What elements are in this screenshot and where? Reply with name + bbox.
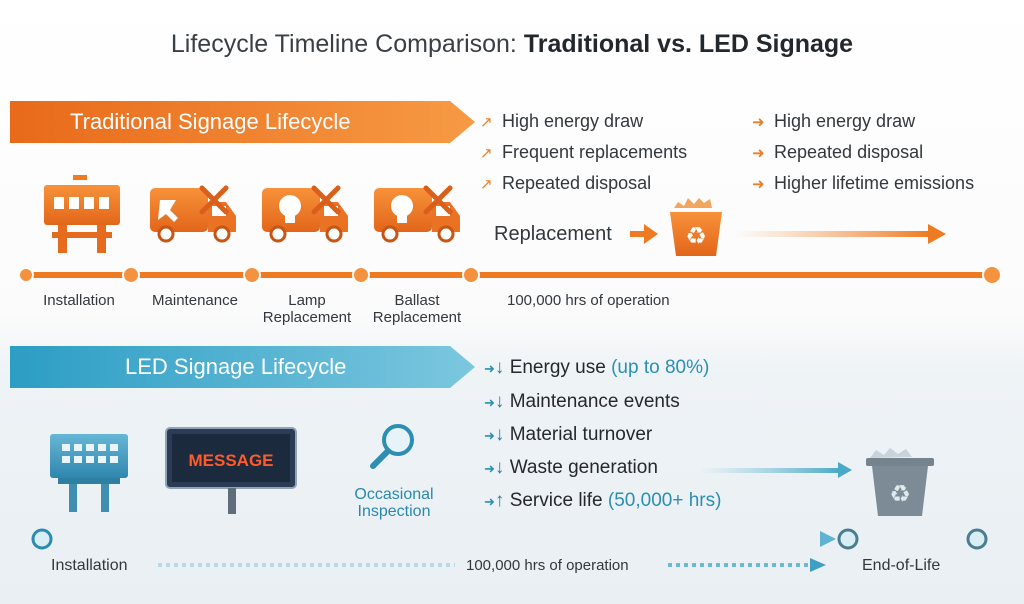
sign-icon <box>44 175 120 253</box>
traditional-bullets-right: ➜ High energy draw ➜ Repeated disposal ➜ Hi… <box>752 111 974 204</box>
traditional-bullet: ↗ Repeated disposal <box>480 173 652 193</box>
traditional-bullet: ↗ Frequent replacements <box>480 142 688 162</box>
stage-maintenance: Maintenance <box>152 292 238 309</box>
traditional-bullets-left: ↗ High energy draw ↗ Frequent replacements… <box>480 111 687 204</box>
stage-installation: Installation <box>43 292 115 309</box>
led-end-label: End-of-Life <box>862 557 941 574</box>
led-bullet: ➜↓ Energy use (up to 80%) <box>484 357 710 378</box>
led-start-label: Installation <box>51 557 128 574</box>
traditional-bullet: ↗ High energy draw <box>480 111 644 131</box>
page-title: Lifecycle Timeline Comparison: Tradition… <box>0 30 1024 59</box>
inspection-label: Occasional Inspection <box>354 486 434 520</box>
title-regular: Lifecycle Timeline Comparison: <box>170 30 524 58</box>
stage-lamp-replacement: Lamp Replacement <box>262 292 352 326</box>
svg-text:♻: ♻ <box>889 480 911 508</box>
magnifier-icon <box>370 424 414 469</box>
led-operation-label: 100,000 hrs of operation <box>466 557 629 574</box>
arrow-icon: ➜ <box>752 145 765 162</box>
led-banner: LED Signage Lifecycle <box>10 346 475 388</box>
traditional-bullet: ➜ High energy draw <box>752 111 916 131</box>
lamp-truck-icon <box>262 185 348 243</box>
svg-text:♻: ♻ <box>685 222 707 250</box>
led-sign-icon <box>50 434 128 512</box>
led-bullet: ➜↓ Waste generation <box>484 457 658 478</box>
led-bullet: ➜↑ Service life (50,000+ hrs) <box>484 490 722 511</box>
message-board-icon: MESSAGE <box>165 427 297 514</box>
traditional-bullet: ➜ Repeated disposal <box>752 142 924 162</box>
led-operation-arrows <box>158 558 826 572</box>
traditional-banner: Traditional Signage Lifecycle <box>10 101 475 143</box>
arrow-icon: ➜ <box>752 176 765 193</box>
led-bullets: ➜↓ Energy use (up to 80%) ➜↓ Maintenance… <box>484 357 721 523</box>
traditional-operation-label: 100,000 hrs of operation <box>507 292 670 309</box>
led-bullet: ➜↓ Maintenance events <box>484 391 680 412</box>
replacement-label: Replacement <box>494 223 612 245</box>
ballast-truck-icon <box>374 185 460 243</box>
stage-ballast-replacement: Ballast Replacement <box>372 292 462 326</box>
arrow-icon: ↗ <box>480 145 493 162</box>
arrow-icon: ➜ <box>752 114 765 131</box>
led-bullet: ➜↓ Material turnover <box>484 424 653 445</box>
service-truck-icon <box>150 185 236 243</box>
title-bold: Traditional vs. LED Signage <box>523 30 854 58</box>
led-timeline <box>31 528 988 550</box>
message-text: MESSAGE <box>188 451 273 470</box>
arrow-icon: ↗ <box>480 176 493 193</box>
arrow-icon: ↗ <box>480 114 493 131</box>
traditional-icons: ♻ <box>44 175 946 256</box>
traditional-bullet: ➜ Higher lifetime emissions <box>752 173 975 193</box>
recycle-bin-icon: ♻ <box>670 198 722 256</box>
traditional-timeline <box>18 265 1002 285</box>
led-icons: MESSAGE ♻ <box>50 424 934 516</box>
trash-bin-icon: ♻ <box>866 448 934 516</box>
